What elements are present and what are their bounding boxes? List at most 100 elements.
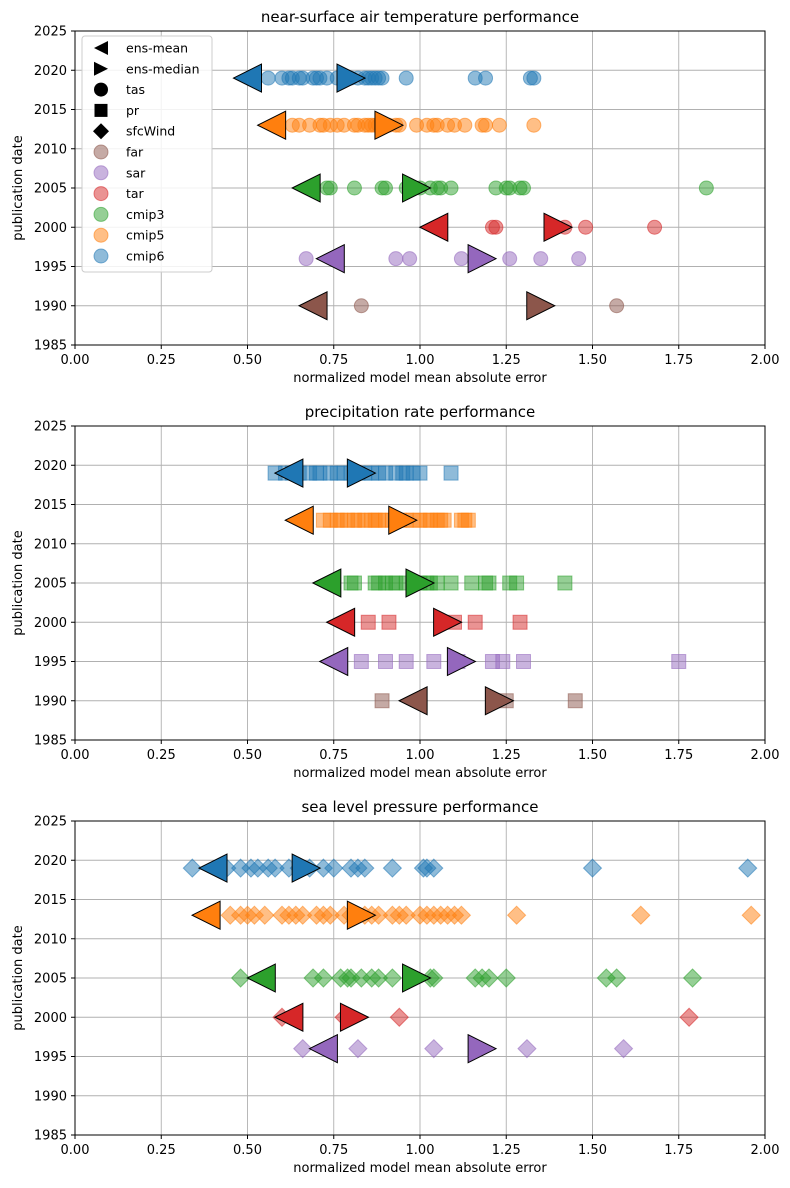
model-point-cmip3 xyxy=(322,180,338,196)
y-tick-label: 2005 xyxy=(34,182,67,197)
x-tick-label: 0.25 xyxy=(147,1143,176,1158)
model-point-cmip3 xyxy=(368,968,389,988)
model-point-cmip3 xyxy=(464,575,480,591)
ens-mean-marker-cmip6 xyxy=(197,853,228,883)
ens-median-marker-cmip3 xyxy=(402,173,432,203)
x-tick-label: 0.75 xyxy=(319,748,348,763)
model-point-cmip6 xyxy=(382,858,403,878)
ens-mean-marker-far xyxy=(297,290,328,321)
y-tick-label: 1995 xyxy=(34,1050,67,1065)
legend-label: ens-mean xyxy=(126,41,188,56)
model-point-cmip3 xyxy=(346,575,362,591)
model-point-cmip5 xyxy=(457,117,473,133)
model-point-cmip3 xyxy=(481,575,497,591)
x-tick-label: 1.75 xyxy=(664,1143,693,1158)
model-point-far xyxy=(353,298,369,314)
legend-swatch-sar xyxy=(93,165,109,181)
y-tick-label: 1985 xyxy=(34,734,67,749)
model-point-cmip5 xyxy=(451,905,472,925)
ens-median-marker-tar xyxy=(339,1002,370,1033)
y-tick-label: 1985 xyxy=(34,1129,67,1144)
ens-mean-marker-cmip3 xyxy=(291,173,321,203)
model-point-sar xyxy=(298,251,314,267)
model-point-cmip6 xyxy=(443,465,459,481)
ens-mean-marker-tar xyxy=(418,212,449,243)
legend-label: cmip5 xyxy=(126,228,164,243)
legend-box xyxy=(81,35,213,273)
model-point-sar xyxy=(398,654,414,669)
ens-mean-marker-cmip5 xyxy=(190,900,221,931)
x-tick-label: 1.00 xyxy=(406,748,435,763)
x-tick-label: 0.25 xyxy=(147,748,176,763)
chart-title: precipitation rate performance xyxy=(305,403,536,421)
model-point-cmip3 xyxy=(682,968,703,988)
ens-mean-marker-cmip3 xyxy=(311,568,342,598)
ens-mean-marker-far xyxy=(397,685,428,716)
model-point-tar xyxy=(467,614,483,630)
model-point-cmip5 xyxy=(526,117,542,133)
legend-right-triangle-icon xyxy=(94,61,108,76)
model-point-cmip6 xyxy=(260,70,276,86)
model-point-cmip6 xyxy=(265,858,285,878)
y-tick-label: 1990 xyxy=(34,299,67,314)
model-point-tar xyxy=(578,219,594,235)
legend-label: cmip6 xyxy=(126,249,164,264)
model-point-sar xyxy=(378,654,393,669)
legend-diamond-icon xyxy=(93,123,109,140)
model-point-cmip5 xyxy=(368,905,389,925)
model-point-cmip5 xyxy=(631,905,651,925)
model-point-cmip5 xyxy=(292,905,313,925)
legend-left-triangle-icon xyxy=(94,41,108,55)
model-point-sar xyxy=(353,654,369,669)
y-tick-label: 2025 xyxy=(34,815,67,830)
x-tick-label: 0.00 xyxy=(61,748,90,763)
model-point-cmip6 xyxy=(398,70,414,86)
y-tick-label: 2005 xyxy=(34,577,67,592)
model-point-cmip6 xyxy=(182,858,203,878)
model-point-sar xyxy=(517,1038,537,1059)
x-tick-label: 1.50 xyxy=(578,353,607,368)
ens-mean-marker-sar xyxy=(308,1033,338,1064)
model-point-cmip5 xyxy=(491,117,507,133)
model-point-tar xyxy=(488,219,504,235)
model-point-sar xyxy=(292,1038,313,1059)
legend-circle-icon xyxy=(94,82,108,97)
y-tick-label: 2005 xyxy=(34,972,67,987)
legend-label: pr xyxy=(126,103,140,118)
x-tick-label: 0.50 xyxy=(233,1143,262,1158)
y-tick-label: 2000 xyxy=(34,616,67,631)
ens-mean-marker-sar xyxy=(315,243,345,274)
y-tick-label: 2020 xyxy=(34,459,67,474)
chart-panel-3: sea level pressure performance 0.00 0.25 0.… xyxy=(11,798,779,1176)
model-point-cmip3 xyxy=(557,575,573,591)
model-point-cmip3 xyxy=(443,180,459,196)
legend-swatch-cmip6 xyxy=(93,248,109,264)
ens-median-marker-cmip5 xyxy=(374,110,405,141)
model-point-cmip3 xyxy=(313,968,334,988)
ens-median-marker-sar xyxy=(467,1033,498,1064)
y-tick-label: 2010 xyxy=(34,932,67,947)
ens-mean-marker-cmip6 xyxy=(273,458,304,488)
model-point-tar xyxy=(360,614,376,630)
model-point-cmip3 xyxy=(230,968,251,988)
ens-median-marker-sar xyxy=(467,243,498,274)
x-tick-label: 0.25 xyxy=(147,353,176,368)
model-point-sar xyxy=(424,1038,444,1059)
model-point-cmip3 xyxy=(496,968,516,988)
y-tick-label: 1990 xyxy=(34,694,67,709)
chart-panel-1: near-surface air temperature performance… xyxy=(11,8,779,386)
ens-median-marker-far xyxy=(526,290,556,321)
ens-median-marker-cmip3 xyxy=(405,568,436,598)
y-tick-label: 2015 xyxy=(34,893,67,908)
x-tick-label: 1.00 xyxy=(406,1143,435,1158)
y-tick-label: 2010 xyxy=(34,142,67,157)
model-point-cmip6 xyxy=(478,70,494,86)
model-point-cmip6 xyxy=(738,858,758,878)
plot-frame xyxy=(74,425,766,741)
x-tick-label: 1.25 xyxy=(492,353,521,368)
y-tick-label: 2025 xyxy=(34,420,67,435)
x-tick-label: 1.00 xyxy=(406,353,435,368)
model-point-cmip6 xyxy=(582,858,603,878)
y-tick-label: 2000 xyxy=(34,1011,67,1026)
y-tick-label: 2020 xyxy=(34,64,67,79)
